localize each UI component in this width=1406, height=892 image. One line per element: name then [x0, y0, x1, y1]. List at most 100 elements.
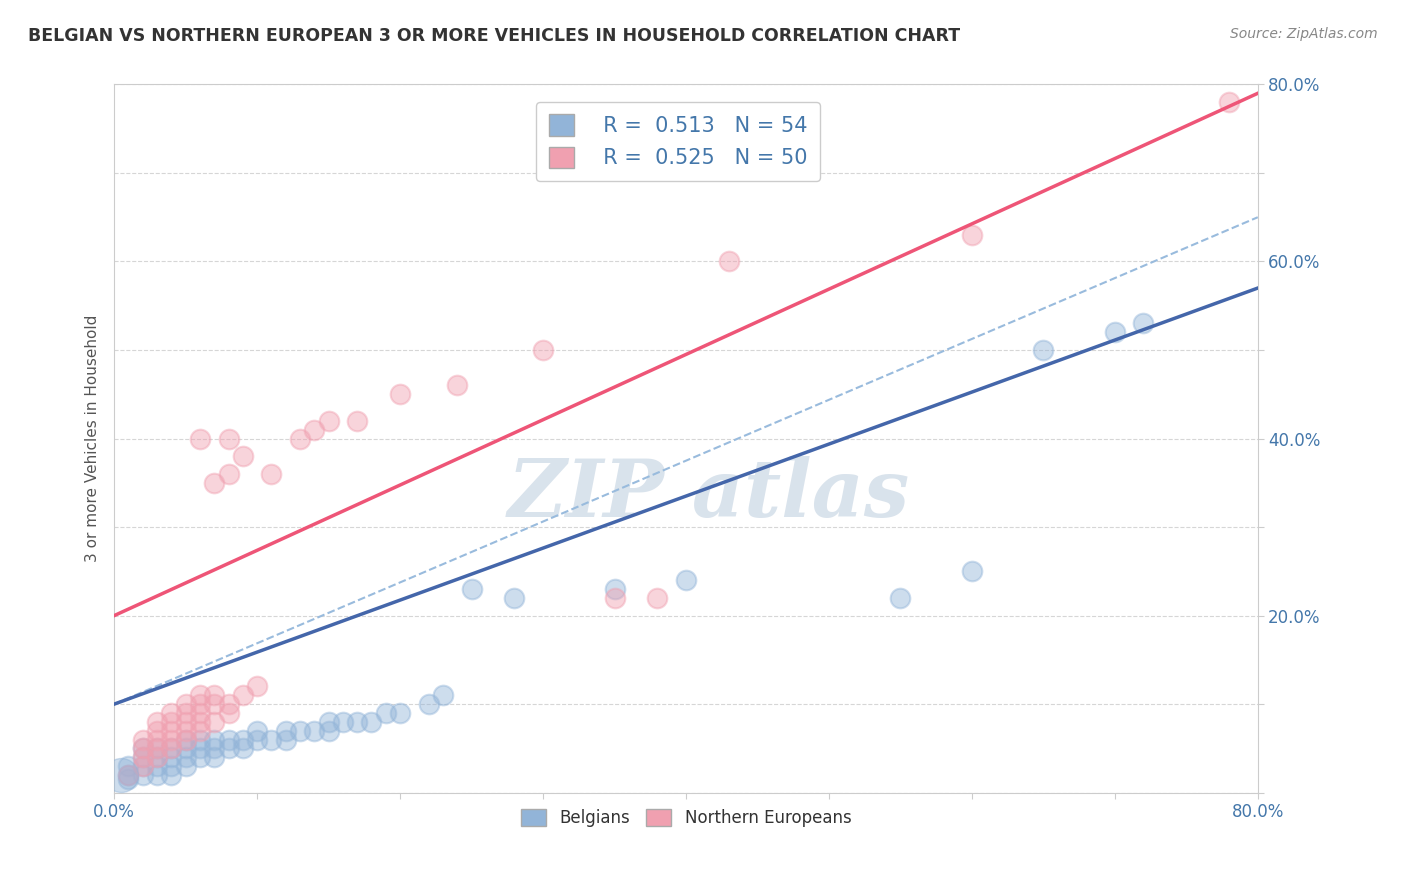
Point	[188, 688, 211, 702]
Point	[174, 697, 197, 711]
Point	[117, 768, 139, 782]
Point	[346, 714, 368, 729]
Point	[188, 741, 211, 756]
Point	[318, 414, 340, 428]
Point	[647, 591, 669, 605]
Point	[132, 732, 155, 747]
Point	[117, 759, 139, 773]
Point	[304, 423, 326, 437]
Point	[218, 706, 240, 720]
Point	[274, 723, 297, 738]
Point	[260, 467, 283, 481]
Point	[174, 723, 197, 738]
Point	[146, 732, 169, 747]
Point	[132, 741, 155, 756]
Point	[160, 768, 183, 782]
Point	[117, 772, 139, 787]
Point	[232, 741, 254, 756]
Point	[146, 750, 169, 764]
Point	[274, 732, 297, 747]
Point	[146, 759, 169, 773]
Point	[1132, 317, 1154, 331]
Point	[132, 750, 155, 764]
Point	[960, 565, 983, 579]
Point	[160, 759, 183, 773]
Point	[318, 714, 340, 729]
Point	[202, 697, 225, 711]
Point	[188, 750, 211, 764]
Point	[174, 732, 197, 747]
Point	[202, 732, 225, 747]
Point	[360, 714, 382, 729]
Point	[174, 714, 197, 729]
Point	[202, 688, 225, 702]
Point	[1218, 95, 1240, 110]
Point	[260, 732, 283, 747]
Point	[503, 591, 526, 605]
Point	[288, 432, 311, 446]
Point	[160, 732, 183, 747]
Point	[188, 697, 211, 711]
Point	[117, 768, 139, 782]
Point	[174, 750, 197, 764]
Point	[432, 688, 454, 702]
Point	[717, 254, 740, 268]
Point	[110, 768, 132, 782]
Point	[188, 714, 211, 729]
Point	[188, 432, 211, 446]
Point	[246, 680, 269, 694]
Point	[160, 723, 183, 738]
Point	[389, 706, 412, 720]
Point	[603, 591, 626, 605]
Point	[889, 591, 911, 605]
Point	[146, 714, 169, 729]
Point	[132, 759, 155, 773]
Legend: Belgians, Northern Europeans: Belgians, Northern Europeans	[515, 803, 858, 834]
Point	[218, 467, 240, 481]
Point	[160, 750, 183, 764]
Point	[160, 741, 183, 756]
Point	[531, 343, 554, 357]
Point	[675, 573, 697, 587]
Point	[174, 706, 197, 720]
Text: BELGIAN VS NORTHERN EUROPEAN 3 OR MORE VEHICLES IN HOUSEHOLD CORRELATION CHART: BELGIAN VS NORTHERN EUROPEAN 3 OR MORE V…	[28, 27, 960, 45]
Point	[174, 759, 197, 773]
Point	[246, 732, 269, 747]
Point	[146, 750, 169, 764]
Point	[174, 741, 197, 756]
Point	[202, 741, 225, 756]
Point	[160, 706, 183, 720]
Point	[188, 706, 211, 720]
Point	[146, 741, 169, 756]
Point	[389, 387, 412, 401]
Point	[446, 378, 468, 392]
Point	[132, 759, 155, 773]
Point	[202, 475, 225, 490]
Point	[318, 723, 340, 738]
Point	[460, 582, 482, 596]
Point	[146, 741, 169, 756]
Point	[218, 697, 240, 711]
Point	[246, 723, 269, 738]
Point	[218, 741, 240, 756]
Point	[374, 706, 396, 720]
Point	[146, 723, 169, 738]
Point	[1104, 326, 1126, 340]
Point	[202, 714, 225, 729]
Point	[218, 432, 240, 446]
Point	[202, 750, 225, 764]
Point	[232, 732, 254, 747]
Point	[132, 750, 155, 764]
Point	[132, 768, 155, 782]
Text: ZIP atlas: ZIP atlas	[508, 457, 910, 534]
Text: Source: ZipAtlas.com: Source: ZipAtlas.com	[1230, 27, 1378, 41]
Point	[1032, 343, 1054, 357]
Point	[132, 741, 155, 756]
Point	[288, 723, 311, 738]
Point	[188, 732, 211, 747]
Y-axis label: 3 or more Vehicles in Household: 3 or more Vehicles in Household	[86, 315, 100, 562]
Point	[146, 768, 169, 782]
Point	[188, 723, 211, 738]
Point	[232, 449, 254, 463]
Point	[304, 723, 326, 738]
